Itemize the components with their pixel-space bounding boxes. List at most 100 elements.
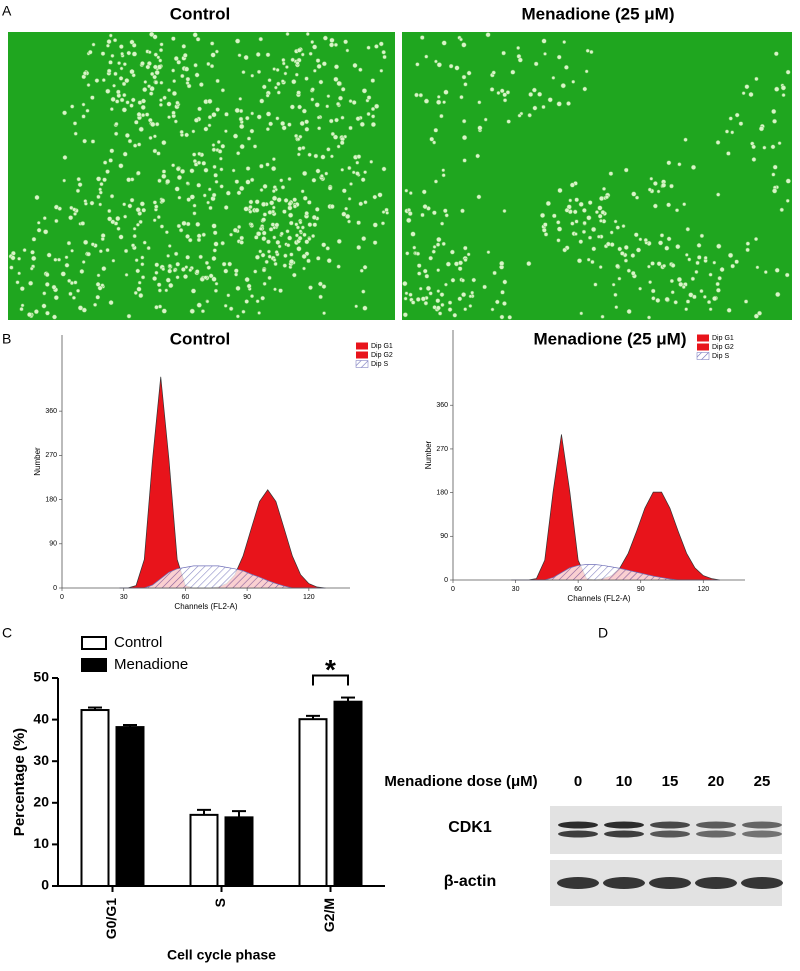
cell (415, 251, 421, 256)
cell (262, 281, 267, 286)
cell (311, 234, 316, 239)
cell (349, 182, 353, 186)
cell (772, 118, 778, 124)
cell (436, 95, 441, 99)
cell (191, 129, 196, 134)
cell (360, 177, 366, 183)
cell (321, 61, 327, 67)
cell (475, 153, 481, 159)
cell (485, 32, 491, 38)
cell (574, 232, 578, 236)
cell (279, 178, 284, 183)
micrograph (402, 32, 792, 320)
cell (685, 299, 691, 304)
cell (773, 51, 779, 57)
cell (257, 311, 261, 315)
cell (268, 121, 274, 127)
cell (209, 64, 215, 69)
cell (412, 245, 417, 250)
x-tick-label: 60 (574, 586, 582, 593)
cell (312, 44, 318, 50)
cell (690, 164, 697, 170)
cell (280, 120, 286, 126)
cell (66, 240, 72, 246)
cell (196, 302, 202, 308)
cell (436, 99, 442, 105)
area-fill (511, 434, 720, 580)
cell (355, 171, 360, 176)
cell (249, 177, 255, 183)
cell (123, 248, 129, 254)
cell (245, 179, 251, 185)
cell (211, 147, 217, 153)
cell (287, 235, 293, 241)
cell (738, 121, 744, 126)
cell (326, 258, 332, 264)
cell (677, 162, 682, 167)
cell (277, 244, 282, 249)
cell (517, 57, 523, 63)
cell (307, 236, 312, 241)
cell (62, 155, 68, 160)
chart-title: Control (170, 329, 230, 348)
cell (224, 129, 228, 134)
cell (244, 277, 250, 283)
cell (292, 204, 298, 209)
cell (321, 284, 327, 289)
cell (687, 257, 692, 262)
cell (136, 286, 142, 292)
cell (463, 82, 468, 87)
cell (589, 49, 594, 55)
cell (298, 220, 303, 225)
cell (675, 208, 680, 213)
cell (356, 154, 362, 159)
cell (420, 212, 425, 218)
cell (539, 212, 546, 218)
cell (748, 91, 754, 98)
legend-label: Dip S (371, 361, 388, 368)
cell (201, 232, 206, 237)
cell (351, 170, 356, 175)
cell (127, 138, 133, 144)
cell (694, 269, 699, 274)
cell (656, 189, 661, 194)
cell (174, 186, 180, 192)
cell (31, 236, 37, 242)
cell (152, 34, 158, 40)
cell (193, 117, 199, 123)
y-tick-label: 180 (45, 496, 57, 503)
cell (101, 78, 106, 83)
cell (198, 254, 203, 260)
cell (171, 163, 176, 168)
cell (274, 85, 278, 90)
cell (121, 81, 127, 87)
x-tick-label: 30 (512, 586, 520, 593)
cell (254, 199, 260, 205)
cell (256, 231, 262, 237)
cell (108, 60, 113, 65)
cell (93, 302, 98, 307)
cell (366, 111, 371, 117)
cell (703, 255, 708, 260)
cell (207, 187, 212, 192)
x-tick-label: 60 (182, 594, 190, 601)
cell (296, 152, 301, 157)
cell (114, 121, 119, 127)
cell (211, 192, 217, 198)
cell (301, 145, 306, 151)
cell (156, 55, 161, 60)
cell (235, 285, 241, 291)
cell (189, 194, 195, 200)
cell (296, 47, 302, 53)
cell (273, 261, 278, 267)
cell (526, 261, 532, 267)
cell (281, 61, 286, 66)
cell (378, 41, 384, 47)
cell (620, 251, 625, 256)
cell (213, 173, 218, 178)
cell (415, 62, 420, 67)
cell (181, 220, 187, 226)
cell (404, 291, 409, 296)
annotation: * (325, 654, 336, 685)
cell (734, 259, 739, 265)
